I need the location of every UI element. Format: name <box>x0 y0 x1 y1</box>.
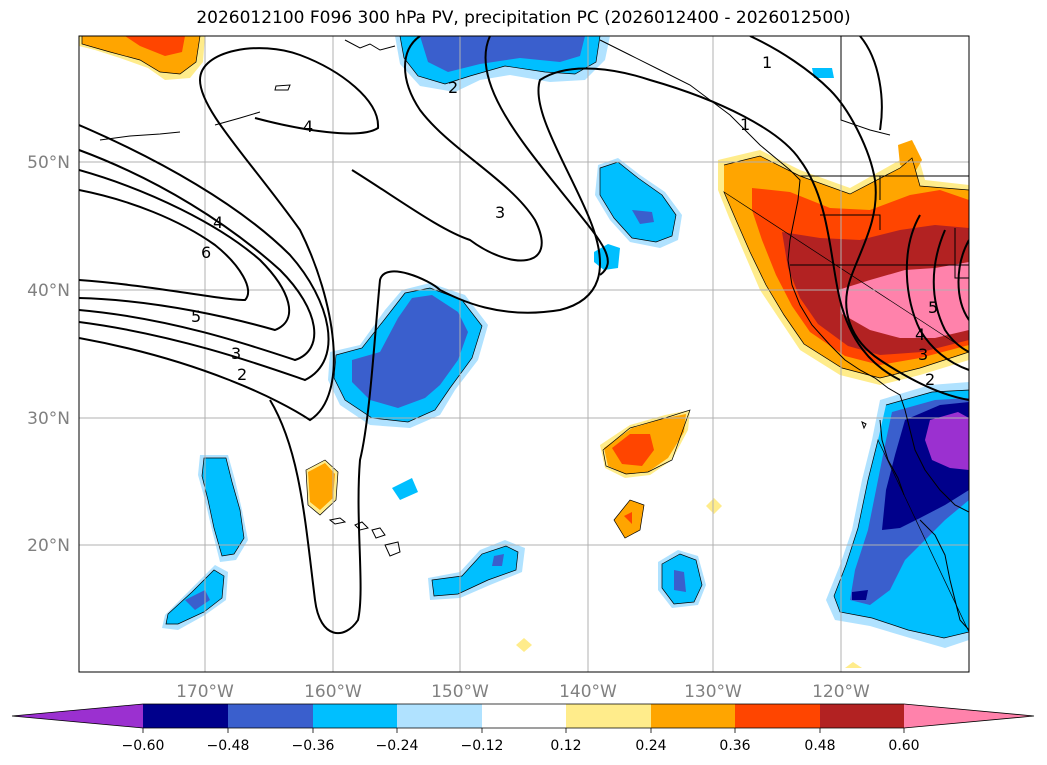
lon-label-150w: 150°W <box>431 682 489 702</box>
colorbar-extend-max <box>904 704 1034 728</box>
coastlines <box>99 36 969 631</box>
lon-label-130w: 130°W <box>684 682 742 702</box>
colorbar-bin <box>482 704 566 728</box>
pv-label: 2 <box>237 365 247 384</box>
precip-outline <box>81 36 969 639</box>
colorbar-bin <box>143 704 228 728</box>
longitude-labels: 170°W 160°W 150°W 140°W 130°W 120°W <box>176 682 870 702</box>
colorbar-tick-label: −0.12 <box>461 738 504 754</box>
colorbar-tick-label: −0.60 <box>122 738 165 754</box>
graticule <box>79 36 969 672</box>
colorbar-bin <box>566 704 651 728</box>
pv-label: 1 <box>762 53 772 72</box>
lon-label-160w: 160°W <box>304 682 362 702</box>
latitude-labels: 50°N 40°N 30°N 20°N <box>27 153 70 556</box>
pv-label: 2 <box>448 78 458 97</box>
pv-label: 4 <box>303 117 313 136</box>
colorbar-tick-label: 0.60 <box>888 738 919 754</box>
pv-label: 5 <box>191 307 201 326</box>
pv-label: 6 <box>201 243 211 262</box>
colorbar-bin <box>651 704 735 728</box>
colorbar-tick-label: 0.12 <box>550 738 581 754</box>
colorbar-bin <box>735 704 820 728</box>
pv-label: 3 <box>918 345 928 364</box>
colorbar-bin <box>397 704 482 728</box>
precip-blob-tropics-positive <box>306 410 862 668</box>
pv-label: 4 <box>213 213 223 232</box>
lon-label-120w: 120°W <box>812 682 870 702</box>
colorbar: −0.60 −0.48 −0.36 −0.24 −0.12 0.12 0.24 … <box>11 703 1035 754</box>
colorbar-tick-label: −0.24 <box>376 738 419 754</box>
lat-label-50n: 50°N <box>27 153 70 173</box>
pv-label: 3 <box>495 203 505 222</box>
precip-blob-nw-positive <box>79 36 205 80</box>
colorbar-bin <box>820 704 904 728</box>
precip-blob-tiny-negative <box>812 68 834 78</box>
precip-blob-tropics-negative <box>162 455 706 630</box>
precip-blob-mexico-negative <box>826 382 969 648</box>
colorbar-bin <box>313 704 397 728</box>
lat-label-30n: 30°N <box>27 409 70 429</box>
colorbar-tick-label: 0.24 <box>635 738 666 754</box>
colorbar-tick-label: −0.36 <box>292 738 335 754</box>
lon-label-170w: 170°W <box>176 682 234 702</box>
pv-contours <box>79 36 969 635</box>
lon-label-140w: 140°W <box>559 682 617 702</box>
colorbar-tick-label: 0.36 <box>719 738 750 754</box>
map-frame <box>78 35 970 673</box>
pv-label: 5 <box>928 298 938 317</box>
pv-label: 1 <box>740 115 750 134</box>
colorbar-ticks <box>142 728 905 733</box>
lat-label-20n: 20°N <box>27 536 70 556</box>
precip-blob-gulf-negative <box>595 158 682 248</box>
colorbar-tick-label: −0.48 <box>207 738 250 754</box>
colorbar-bin <box>228 704 313 728</box>
pv-label: 3 <box>231 344 241 363</box>
colorbar-extend-min <box>12 704 143 728</box>
pv-label: 4 <box>915 325 925 344</box>
map-title: 2026012100 F096 300 hPa PV, precipitatio… <box>196 8 851 28</box>
precip-field <box>79 36 969 672</box>
lat-label-40n: 40°N <box>27 281 70 301</box>
pv-label: 2 <box>925 370 935 389</box>
colorbar-tick-label: 0.48 <box>804 738 835 754</box>
pv-contour-labels: 4 4 6 5 3 2 3 2 1 1 5 4 3 2 <box>191 53 938 389</box>
